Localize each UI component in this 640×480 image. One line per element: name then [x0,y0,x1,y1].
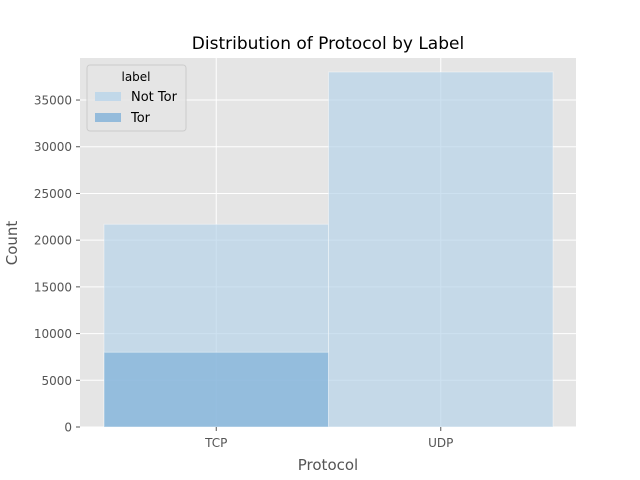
legend-title: label [121,70,150,84]
bar-not-tor-udp [328,71,554,428]
chart-title: Distribution of Protocol by Label [192,34,464,54]
bar-tor-tcp [103,351,329,428]
legend-swatch-not-tor [95,92,121,101]
legend-label-tor: Tor [130,111,151,126]
y-axis: 0 5000 10000 15000 20000 25000 30000 35000 [34,94,80,435]
y-tick-label: 10000 [34,327,72,341]
y-axis-label: Count [3,221,21,266]
y-tick-label: 35000 [34,94,72,108]
y-tick-label: 5000 [41,374,72,388]
bars [103,71,554,428]
x-axis-label: Protocol [298,456,358,474]
y-tick-label: 20000 [34,234,72,248]
x-tick-label: UDP [428,436,453,450]
x-axis: TCP UDP [204,427,453,450]
legend-label-not-tor: Not Tor [131,90,178,105]
y-tick-label: 15000 [34,280,72,294]
legend-swatch-tor [95,113,121,122]
x-tick-label: TCP [204,436,227,450]
legend: label Not Tor Tor [86,64,187,132]
y-tick-label: 25000 [34,187,72,201]
y-tick-label: 30000 [34,140,72,154]
y-tick-label: 0 [64,421,72,435]
